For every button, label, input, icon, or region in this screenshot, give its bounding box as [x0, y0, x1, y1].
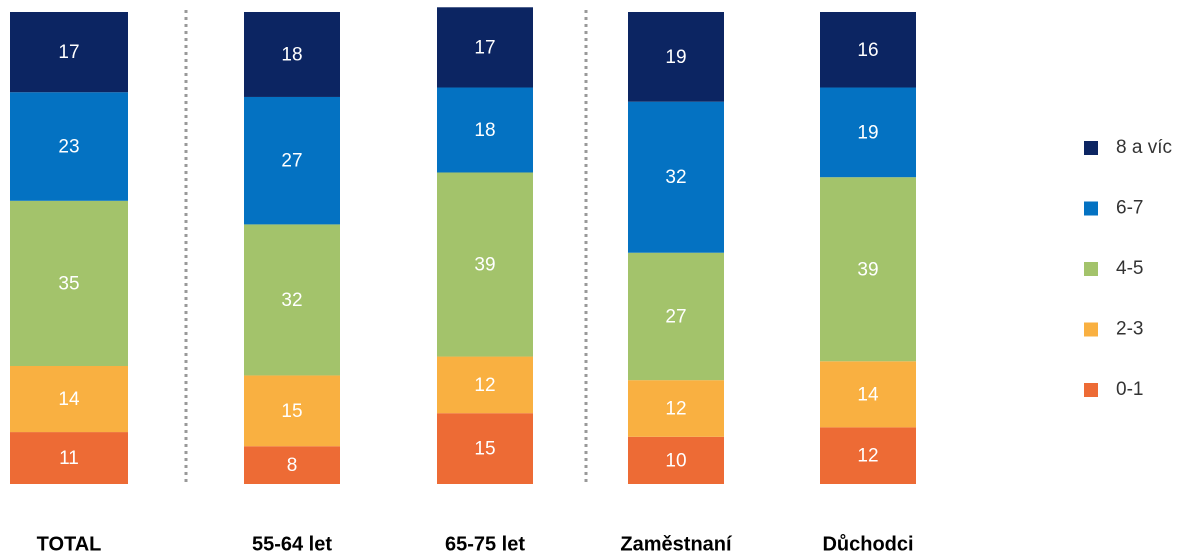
legend-label: 8 a víc	[1116, 137, 1172, 158]
data-label: 15	[474, 439, 495, 460]
data-label: 19	[665, 47, 686, 68]
legend-swatch	[1084, 383, 1098, 397]
bar-segment	[820, 177, 916, 362]
data-label: 39	[857, 259, 878, 280]
bar-segment	[10, 92, 128, 201]
data-label: 10	[665, 450, 686, 471]
data-label: 15	[281, 401, 302, 422]
bar-segment	[244, 446, 340, 484]
bar-segment	[628, 252, 724, 381]
bar-segment	[820, 427, 916, 484]
bar-segment	[437, 413, 533, 484]
data-label: 27	[665, 306, 686, 327]
data-label: 12	[665, 398, 686, 419]
legend-label: 2-3	[1116, 319, 1143, 340]
legend-label: 4-5	[1116, 258, 1143, 279]
data-label: 18	[474, 120, 495, 141]
data-label: 39	[474, 255, 495, 276]
bar-segment	[820, 87, 916, 178]
data-label: 14	[58, 389, 80, 410]
data-label: 17	[474, 37, 495, 58]
bar-segment	[628, 101, 724, 253]
data-label: 18	[281, 44, 302, 65]
bar-segment	[628, 436, 724, 484]
bar-segment	[10, 366, 128, 433]
data-label: 19	[857, 122, 878, 143]
bar-segment	[244, 375, 340, 447]
x-tick-label: 65-75 let	[445, 533, 525, 555]
legend-swatch	[1084, 322, 1098, 337]
bar-segment	[244, 224, 340, 376]
x-tick-label: Zaměstnaní	[620, 533, 733, 555]
bar-segment	[10, 12, 128, 93]
legend-label: 6-7	[1116, 198, 1143, 219]
data-label: 12	[857, 446, 878, 467]
data-label: 23	[58, 137, 79, 158]
x-tick-label: TOTAL	[37, 533, 102, 555]
bar-segment	[10, 432, 128, 484]
data-label: 35	[58, 273, 79, 294]
bar-segment	[10, 200, 128, 366]
bar-segment	[244, 12, 340, 97]
bar-segment	[820, 361, 916, 428]
bar-segment	[628, 12, 724, 102]
legend-swatch	[1084, 262, 1098, 276]
bar-segment	[437, 356, 533, 414]
data-label: 11	[59, 448, 79, 469]
bar-segment	[628, 380, 724, 437]
data-label: 32	[281, 290, 302, 311]
data-label: 16	[857, 40, 878, 61]
x-tick-label: 55-64 let	[252, 533, 332, 555]
legend-label: 0-1	[1116, 379, 1143, 400]
bar-segment	[437, 7, 533, 88]
data-label: 12	[474, 375, 495, 396]
data-label: 32	[665, 167, 686, 188]
bar-segment	[437, 87, 533, 173]
bar-segment	[437, 172, 533, 357]
bar-segment	[244, 96, 340, 225]
data-label: 8	[287, 455, 298, 476]
data-label: 14	[857, 384, 879, 405]
bar-segment	[820, 12, 916, 88]
legend-swatch	[1084, 201, 1098, 216]
legend-swatch	[1084, 141, 1098, 155]
data-label: 17	[58, 42, 79, 63]
data-label: 27	[281, 151, 302, 172]
x-tick-label: Důchodci	[822, 533, 913, 555]
